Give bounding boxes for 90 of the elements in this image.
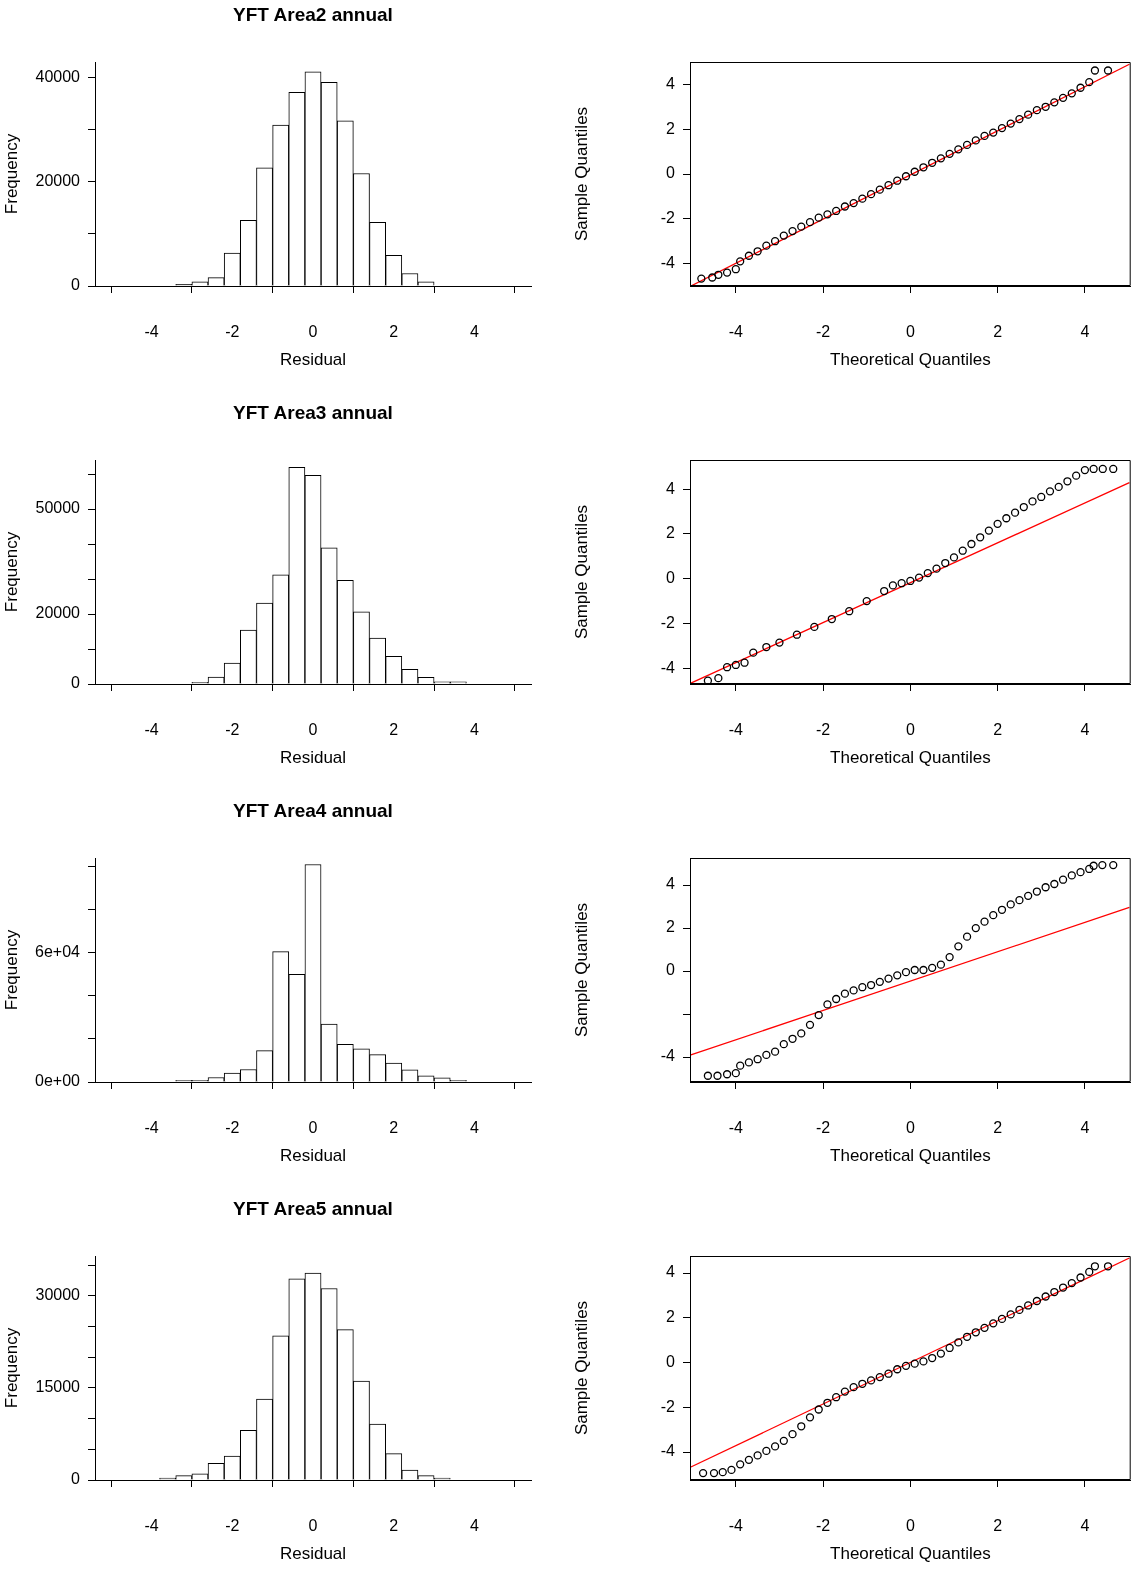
x-tick-label: -4: [728, 323, 744, 341]
x-tick-label: -4: [144, 721, 159, 739]
x-tick-label: -4: [728, 1119, 744, 1137]
x-tick-label: 0: [308, 721, 318, 739]
x-tick-label: 0: [905, 1119, 915, 1137]
x-tick-label: 4: [1080, 1517, 1090, 1535]
x-tick-label: 0: [308, 1119, 318, 1137]
y-tick-label: 4: [666, 1263, 676, 1281]
x-tick-label: -2: [225, 323, 240, 341]
x-tick-label: -4: [728, 721, 744, 739]
x-tick-label: -4: [728, 1517, 744, 1535]
x-tick-label: -2: [225, 1517, 240, 1535]
y-tick-label: 2: [666, 1308, 676, 1326]
x-tick-label: 0: [905, 721, 915, 739]
y-axis-title: Sample Quantiles: [571, 504, 591, 640]
x-axis-title: Residual: [279, 1544, 347, 1564]
x-tick-label: 4: [470, 721, 480, 739]
x-tick-label: -2: [815, 1119, 831, 1137]
chart-title: YFT Area2 annual: [232, 4, 394, 26]
y-tick-label: 30000: [35, 1286, 81, 1304]
x-tick-label: -2: [815, 721, 831, 739]
x-axis-title: Theoretical Quantiles: [830, 1544, 991, 1564]
chart-title: YFT Area3 annual: [232, 402, 394, 424]
y-tick-label: 4: [666, 479, 676, 497]
y-axis-title: Frequency: [1, 1327, 21, 1409]
y-tick-label: 6e+04: [35, 943, 81, 961]
x-tick-label: 2: [993, 1517, 1003, 1535]
x-tick-label: 0: [308, 323, 318, 341]
y-axis-title: Frequency: [1, 133, 21, 215]
x-tick-label: 4: [470, 323, 480, 341]
x-tick-label: 4: [470, 1517, 480, 1535]
y-axis-title: Frequency: [1, 531, 21, 613]
y-tick-label: 50000: [35, 499, 81, 517]
y-tick-label: 0: [666, 961, 676, 979]
x-tick-label: 4: [1080, 1119, 1090, 1137]
y-tick-label: 0e+00: [35, 1072, 81, 1090]
x-tick-label: -4: [144, 1517, 159, 1535]
x-tick-label: -2: [225, 1119, 240, 1137]
x-axis-title: Theoretical Quantiles: [830, 350, 991, 370]
y-tick-label: -4: [660, 1047, 676, 1065]
y-tick-label: -4: [660, 1442, 676, 1460]
x-tick-label: -2: [815, 1517, 831, 1535]
x-tick-label: 2: [389, 721, 399, 739]
y-tick-label: -2: [660, 613, 676, 631]
x-tick-label: -2: [815, 323, 831, 341]
x-axis-title: Theoretical Quantiles: [830, 748, 991, 768]
x-tick-label: 0: [905, 323, 915, 341]
x-axis-title: Residual: [279, 1146, 347, 1166]
y-tick-label: 0: [666, 164, 676, 182]
x-tick-label: 2: [993, 721, 1003, 739]
x-tick-label: 0: [905, 1517, 915, 1535]
x-tick-label: 2: [993, 323, 1003, 341]
y-tick-label: 0: [666, 1352, 676, 1370]
y-tick-label: 15000: [35, 1378, 81, 1396]
x-tick-label: 2: [389, 1517, 399, 1535]
y-tick-label: 40000: [35, 68, 81, 86]
y-tick-label: 0: [71, 1470, 81, 1488]
x-tick-label: 0: [308, 1517, 318, 1535]
y-tick-label: 0: [71, 276, 81, 294]
y-tick-label: 20000: [35, 172, 81, 190]
y-tick-label: 0: [666, 569, 676, 587]
x-axis-title: Residual: [279, 350, 347, 370]
x-tick-label: 4: [1080, 721, 1090, 739]
y-tick-label: 20000: [35, 604, 81, 622]
x-axis-title: Theoretical Quantiles: [830, 1146, 991, 1166]
x-tick-label: 2: [389, 1119, 399, 1137]
y-tick-label: 2: [666, 524, 676, 542]
y-tick-label: -2: [660, 209, 676, 227]
y-tick-label: 4: [666, 74, 676, 92]
x-tick-label: 4: [1080, 323, 1090, 341]
y-tick-label: 2: [666, 918, 676, 936]
y-tick-label: -4: [660, 658, 676, 676]
x-tick-label: -4: [144, 323, 159, 341]
y-tick-label: 0: [71, 674, 81, 692]
chart-title: YFT Area5 annual: [232, 1198, 394, 1220]
x-tick-label: 2: [993, 1119, 1003, 1137]
y-tick-label: 4: [666, 875, 676, 893]
y-tick-label: -2: [660, 1397, 676, 1415]
y-tick-label: 2: [666, 119, 676, 137]
chart-title: YFT Area4 annual: [232, 800, 394, 822]
y-axis-title: Frequency: [1, 929, 21, 1011]
x-axis-title: Residual: [279, 748, 347, 768]
y-axis-title: Sample Quantiles: [571, 902, 591, 1038]
y-axis-title: Sample Quantiles: [571, 106, 591, 242]
y-axis-title: Sample Quantiles: [571, 1300, 591, 1436]
x-tick-label: 2: [389, 323, 399, 341]
x-tick-label: 4: [470, 1119, 480, 1137]
y-tick-label: -4: [660, 254, 676, 272]
x-tick-label: -2: [225, 721, 240, 739]
x-tick-label: -4: [144, 1119, 159, 1137]
